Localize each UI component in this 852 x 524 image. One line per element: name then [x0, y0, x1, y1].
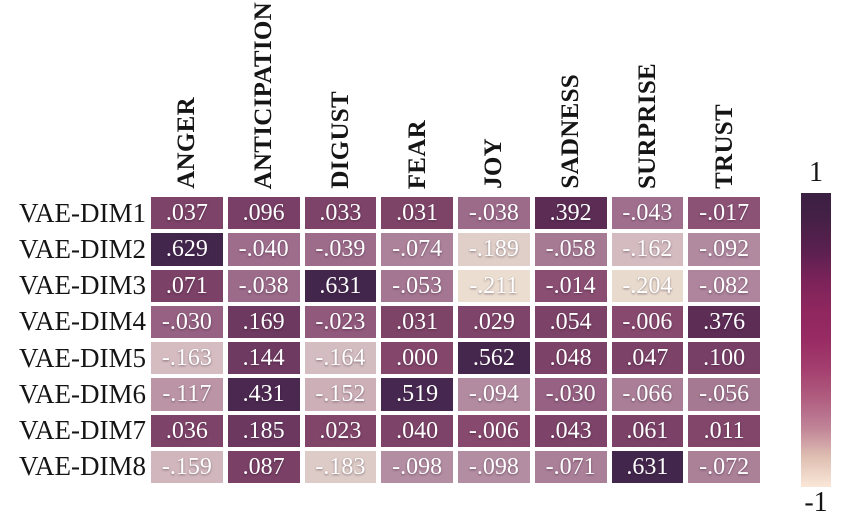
- heatmap-cell-vae-dim8-trust: -.072: [688, 450, 760, 483]
- heatmap-cell-vae-dim3-sadness: -.014: [534, 269, 607, 302]
- heatmap-cell-vae-dim7-joy: -.006: [458, 414, 530, 447]
- heatmap-cell-vae-dim1-trust: -.017: [688, 197, 760, 230]
- heatmap-cell-vae-dim6-sadness: -.030: [534, 378, 607, 411]
- heatmap-cell-vae-dim4-trust: .376: [688, 305, 760, 338]
- column-header-label: SURPRISE: [633, 62, 661, 189]
- heatmap-cell-vae-dim4-sadness: .054: [534, 305, 607, 338]
- heatmap-cell-vae-dim6-trust: -.056: [688, 378, 760, 411]
- row-labels: VAE-DIM1 VAE-DIM2 VAE-DIM3 VAE-DIM4 VAE-DIM5…: [0, 197, 146, 483]
- heatmap-cell-vae-dim5-joy: .562: [458, 342, 530, 375]
- heatmap-cell-vae-dim1-anger: .037: [151, 197, 223, 230]
- heatmap-cell-vae-dim3-anger: .071: [151, 269, 223, 302]
- colorbar-max-label: 1: [809, 157, 823, 188]
- column-header-anger: ANGER: [151, 0, 223, 189]
- column-header-label: SADNESS: [557, 74, 585, 189]
- heatmap-cell-vae-dim7-trust: .011: [688, 414, 760, 447]
- heatmap-cell-vae-dim7-digust: .023: [304, 414, 377, 447]
- heatmap-cell-vae-dim1-anticipation: .096: [227, 197, 300, 230]
- heatmap-cell-vae-dim3-digust: .631: [304, 269, 377, 302]
- row-label-vae-dim2: VAE-DIM2: [19, 233, 146, 264]
- heatmap-cell-vae-dim1-digust: .033: [304, 197, 377, 230]
- heatmap-cell-vae-dim4-anger: -.030: [151, 305, 223, 338]
- column-header-label: ANGER: [173, 97, 201, 189]
- heatmap-cell-vae-dim3-trust: -.082: [688, 269, 760, 302]
- heatmap-cell-vae-dim5-surprise: .047: [611, 342, 684, 375]
- heatmap-cell-vae-dim8-surprise: .631: [611, 450, 684, 483]
- heatmap-cell-vae-dim5-trust: .100: [688, 342, 760, 375]
- heatmap-cell-vae-dim7-anger: .036: [151, 414, 223, 447]
- heatmap-cell-vae-dim1-surprise: -.043: [611, 197, 684, 230]
- row-label-vae-dim1: VAE-DIM1: [19, 197, 146, 228]
- colorbar-min-label: -1: [804, 487, 828, 518]
- heatmap-cell-vae-dim6-surprise: -.066: [611, 378, 684, 411]
- heatmap-cell-vae-dim2-fear: -.074: [381, 233, 453, 266]
- column-header-label: TRUST: [710, 104, 738, 189]
- heatmap-cell-vae-dim5-digust: -.164: [304, 342, 377, 375]
- heatmap-cell-vae-dim5-anticipation: .144: [227, 342, 300, 375]
- column-header-trust: TRUST: [688, 0, 760, 189]
- heatmap-cell-vae-dim4-anticipation: .169: [227, 305, 300, 338]
- row-label-vae-dim6: VAE-DIM6: [19, 378, 146, 409]
- heatmap-cell-vae-dim3-joy: -.211: [458, 269, 530, 302]
- heatmap-cell-vae-dim2-joy: -.189: [458, 233, 530, 266]
- heatmap-cell-vae-dim8-anticipation: .087: [227, 450, 300, 483]
- heatmap-cell-vae-dim6-anticipation: .431: [227, 378, 300, 411]
- heatmap-cell-vae-dim4-joy: .029: [458, 305, 530, 338]
- heatmap-cell-vae-dim8-fear: -.098: [381, 450, 453, 483]
- column-header-label: DIGUST: [326, 91, 354, 189]
- heatmap-cell-vae-dim6-anger: -.117: [151, 378, 223, 411]
- heatmap-cell-vae-dim8-digust: -.183: [304, 450, 377, 483]
- heatmap-grid: .037.096.033.031 -.038.392 -.043 -.017.629-…: [151, 197, 760, 483]
- heatmap-cell-vae-dim3-fear: -.053: [381, 269, 453, 302]
- row-label-vae-dim5: VAE-DIM5: [19, 342, 146, 373]
- heatmap-cell-vae-dim1-joy: -.038: [458, 197, 530, 230]
- heatmap-cell-vae-dim8-sadness: -.071: [534, 450, 607, 483]
- heatmap-cell-vae-dim4-surprise: -.006: [611, 305, 684, 338]
- column-header-label: FEAR: [403, 119, 431, 189]
- column-header-sadness: SADNESS: [535, 0, 607, 189]
- heatmap-cell-vae-dim1-fear: .031: [381, 197, 453, 230]
- column-header-joy: JOY: [458, 0, 530, 189]
- heatmap-cell-vae-dim7-anticipation: .185: [227, 414, 300, 447]
- row-label-vae-dim3: VAE-DIM3: [19, 270, 146, 301]
- heatmap-cell-vae-dim7-sadness: .043: [534, 414, 607, 447]
- colorbar-gradient: [801, 193, 831, 487]
- row-label-vae-dim8: VAE-DIM8: [19, 451, 146, 482]
- column-header-fear: FEAR: [381, 0, 453, 189]
- column-header-surprise: SURPRISE: [612, 0, 684, 189]
- heatmap-cell-vae-dim1-sadness: .392: [534, 197, 607, 230]
- heatmap-cell-vae-dim2-anticipation: -.040: [227, 233, 300, 266]
- heatmap-cell-vae-dim2-sadness: -.058: [534, 233, 607, 266]
- heatmap-cell-vae-dim3-surprise: -.204: [611, 269, 684, 302]
- heatmap-cell-vae-dim7-surprise: .061: [611, 414, 684, 447]
- heatmap-cell-vae-dim6-digust: -.152: [304, 378, 377, 411]
- column-header-digust: DIGUST: [305, 0, 377, 189]
- column-header-label: ANTICIPATION: [250, 1, 278, 189]
- heatmap-cell-vae-dim6-fear: .519: [381, 378, 453, 411]
- heatmap-cell-vae-dim3-anticipation: -.038: [227, 269, 300, 302]
- heatmap-cell-vae-dim2-digust: -.039: [304, 233, 377, 266]
- column-header-anticipation: ANTICIPATION: [228, 0, 300, 189]
- heatmap-cell-vae-dim2-anger: .629: [151, 233, 223, 266]
- heatmap-cell-vae-dim2-trust: -.092: [688, 233, 760, 266]
- heatmap-cell-vae-dim7-fear: .040: [381, 414, 453, 447]
- heatmap-cell-vae-dim5-fear: .000: [381, 342, 453, 375]
- heatmap-cell-vae-dim5-anger: -.163: [151, 342, 223, 375]
- heatmap-cell-vae-dim5-sadness: .048: [534, 342, 607, 375]
- heatmap-cell-vae-dim8-anger: -.159: [151, 450, 223, 483]
- column-header-label: JOY: [480, 138, 508, 189]
- row-label-vae-dim7: VAE-DIM7: [19, 415, 146, 446]
- heatmap-cell-vae-dim8-joy: -.098: [458, 450, 530, 483]
- row-label-vae-dim4: VAE-DIM4: [19, 306, 146, 337]
- heatmap-cell-vae-dim4-digust: -.023: [304, 305, 377, 338]
- heatmap-cell-vae-dim4-fear: .031: [381, 305, 453, 338]
- heatmap-cell-vae-dim2-surprise: -.162: [611, 233, 684, 266]
- heatmap-cell-vae-dim6-joy: -.094: [458, 378, 530, 411]
- column-headers: ANGER ANTICIPATION DIGUST FEAR JOY SADNESS SUR…: [151, 0, 760, 189]
